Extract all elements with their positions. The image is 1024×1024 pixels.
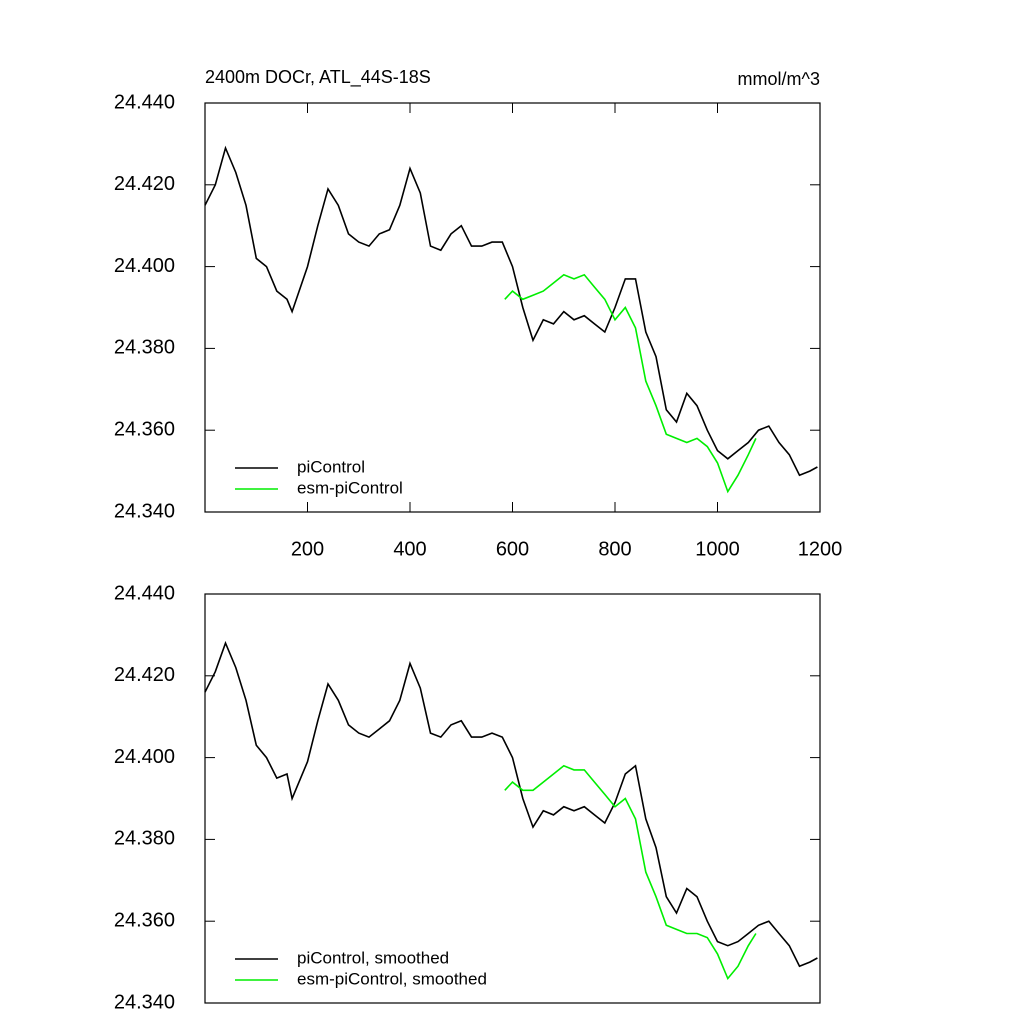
data-line xyxy=(504,764,757,981)
x-tick-label: 400 xyxy=(393,538,426,560)
legend-label: piControl xyxy=(297,457,365,476)
legend-label: esm-piControl, smoothed xyxy=(297,969,487,988)
y-tick-label: 24.420 xyxy=(114,173,175,195)
y-tick-label: 24.340 xyxy=(114,991,175,1013)
legend-label: piControl, smoothed xyxy=(297,948,449,967)
y-tick-label: 24.340 xyxy=(114,500,175,522)
x-tick-label: 1000 xyxy=(695,538,740,560)
x-tick-label: 200 xyxy=(291,538,324,560)
legend-label: esm-piControl xyxy=(297,478,403,497)
x-tick-label: 600 xyxy=(496,538,529,560)
data-line xyxy=(204,145,818,477)
y-tick-label: 24.380 xyxy=(114,337,175,359)
chart-title: 2400m DOCr, ATL_44S-18S xyxy=(205,67,431,88)
y-tick-label: 24.400 xyxy=(114,255,175,277)
y-tick-label: 24.440 xyxy=(114,582,175,604)
plot-frame xyxy=(204,102,821,513)
y-tick-label: 24.380 xyxy=(114,828,175,850)
data-line xyxy=(204,640,818,968)
x-tick-label: 800 xyxy=(598,538,631,560)
y-tick-label: 24.400 xyxy=(114,746,175,768)
y-tick-label: 24.420 xyxy=(114,664,175,686)
y-tick-label: 24.440 xyxy=(114,91,175,113)
plot-frame xyxy=(204,593,821,1004)
units-label: mmol/m^3 xyxy=(738,69,820,89)
data-line xyxy=(504,273,757,494)
x-tick-label: 1200 xyxy=(798,538,843,560)
y-tick-label: 24.360 xyxy=(114,909,175,931)
y-tick-label: 24.360 xyxy=(114,418,175,440)
